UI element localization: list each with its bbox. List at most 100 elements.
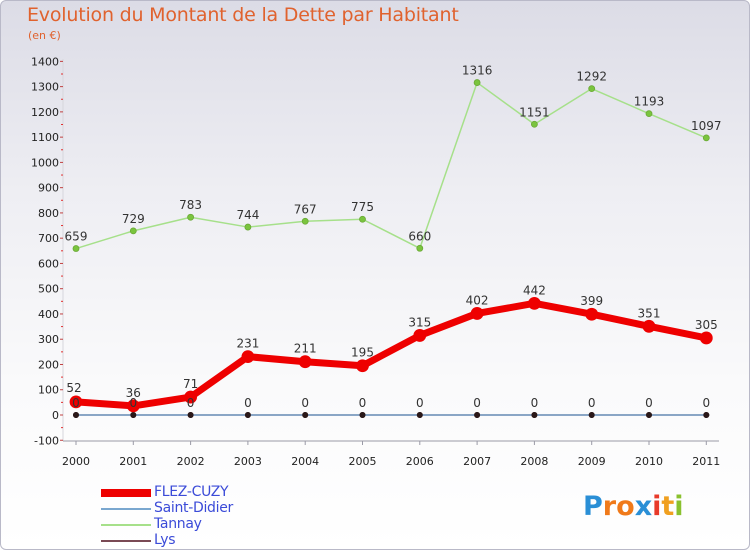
legend-swatch bbox=[101, 508, 151, 510]
y-tick-label: 300 bbox=[38, 333, 59, 346]
y-tick-label: 1200 bbox=[31, 106, 59, 119]
data-point-saint-didier bbox=[359, 411, 366, 418]
data-point-flez-cuzy bbox=[69, 395, 83, 409]
legend-label: FLEZ-CUZY bbox=[154, 484, 229, 500]
y-tick-label: 900 bbox=[38, 182, 59, 195]
data-label-flez-cuzy: 71 bbox=[183, 377, 198, 391]
data-label-flez-cuzy: 442 bbox=[523, 283, 546, 297]
brand-letter: x bbox=[634, 491, 653, 522]
data-label-saint-didier: 0 bbox=[645, 396, 653, 410]
brand-letter: i bbox=[674, 491, 684, 522]
data-label-tannay: 660 bbox=[408, 229, 431, 243]
data-point-flez-cuzy bbox=[184, 390, 198, 404]
tick-labels: -100010020030040050060070080090010001100… bbox=[31, 55, 720, 468]
y-tick-label: 800 bbox=[38, 207, 59, 220]
data-label-tannay: 1193 bbox=[634, 95, 665, 109]
data-label-tannay: 775 bbox=[351, 200, 374, 214]
data-label-flez-cuzy: 351 bbox=[638, 306, 661, 320]
x-tick-label: 2002 bbox=[177, 455, 205, 468]
data-label-saint-didier: 0 bbox=[187, 396, 195, 410]
data-label-saint-didier: 0 bbox=[531, 396, 539, 410]
x-tick-label: 2006 bbox=[406, 455, 434, 468]
data-label-flez-cuzy: 305 bbox=[695, 318, 718, 332]
legend-swatch bbox=[101, 489, 151, 497]
data-point-tannay bbox=[588, 85, 596, 93]
x-tick-label: 2011 bbox=[692, 455, 720, 468]
data-point-tannay bbox=[129, 227, 137, 235]
brand-letter: r bbox=[602, 491, 617, 522]
data-label-saint-didier: 0 bbox=[588, 396, 596, 410]
data-point-saint-didier bbox=[588, 411, 595, 418]
y-tick-label: 700 bbox=[38, 232, 59, 245]
data-point-tannay bbox=[645, 110, 653, 118]
data-point-flez-cuzy bbox=[470, 307, 484, 320]
data-point-saint-didier bbox=[73, 411, 80, 418]
series-lines bbox=[69, 79, 713, 418]
y-tick-label: 0 bbox=[52, 409, 59, 422]
brand-letter: t bbox=[661, 491, 675, 522]
data-point-flez-cuzy bbox=[241, 350, 255, 364]
legend-label: Lys bbox=[154, 532, 176, 548]
data-point-saint-didier bbox=[703, 411, 710, 418]
data-label-tannay: 783 bbox=[179, 198, 202, 212]
data-label-tannay: 659 bbox=[65, 230, 88, 244]
data-label-tannay: 1292 bbox=[576, 70, 607, 84]
data-label-tannay: 1316 bbox=[462, 64, 493, 78]
data-label-tannay: 1151 bbox=[519, 105, 550, 119]
data-point-saint-didier bbox=[646, 411, 653, 418]
y-tick-label: 1300 bbox=[31, 81, 59, 94]
data-point-tannay bbox=[301, 217, 309, 225]
data-point-flez-cuzy bbox=[699, 331, 713, 345]
data-point-flez-cuzy bbox=[642, 319, 656, 333]
data-point-saint-didier bbox=[244, 411, 251, 418]
x-tick-label: 2003 bbox=[234, 455, 262, 468]
data-point-tannay bbox=[473, 79, 481, 86]
y-tick-label: 200 bbox=[38, 358, 59, 371]
y-tick-label: 1400 bbox=[31, 55, 59, 68]
axes bbox=[60, 59, 719, 445]
y-tick-label: 500 bbox=[38, 283, 59, 296]
legend-label: Tannay bbox=[154, 516, 202, 532]
data-point-flez-cuzy bbox=[298, 355, 312, 369]
data-point-tannay bbox=[702, 134, 710, 142]
data-label-flez-cuzy: 315 bbox=[408, 315, 431, 329]
data-label-saint-didier: 0 bbox=[702, 396, 710, 410]
y-tick-label: 600 bbox=[38, 257, 59, 270]
data-label-tannay: 767 bbox=[294, 202, 317, 216]
y-tick-label: 400 bbox=[38, 308, 59, 321]
data-point-tannay bbox=[359, 215, 366, 223]
data-label-saint-didier: 0 bbox=[473, 396, 481, 410]
data-label-flez-cuzy: 211 bbox=[294, 342, 317, 356]
data-label-saint-didier: 0 bbox=[244, 396, 252, 410]
data-label-saint-didier: 0 bbox=[129, 396, 137, 410]
brand-letter: o bbox=[616, 491, 635, 522]
brand-letter: i bbox=[652, 491, 662, 522]
data-label-flez-cuzy: 399 bbox=[580, 294, 603, 308]
x-tick-label: 2007 bbox=[463, 455, 491, 468]
brand-logo: Proxiti bbox=[583, 491, 684, 522]
data-label-flez-cuzy: 195 bbox=[351, 346, 374, 360]
data-label-flez-cuzy: 36 bbox=[126, 386, 141, 400]
x-tick-label: 2010 bbox=[635, 455, 663, 468]
data-point-saint-didier bbox=[531, 411, 538, 418]
data-point-tannay bbox=[416, 244, 424, 252]
data-label-saint-didier: 0 bbox=[359, 396, 367, 410]
y-tick-label: 100 bbox=[38, 384, 59, 397]
x-tick-label: 2004 bbox=[291, 455, 319, 468]
data-point-flez-cuzy bbox=[413, 329, 427, 342]
data-point-tannay bbox=[72, 245, 80, 252]
legend-swatch bbox=[101, 524, 151, 526]
brand-letter: P bbox=[583, 491, 603, 522]
data-point-tannay bbox=[187, 213, 195, 221]
data-point-flez-cuzy bbox=[585, 307, 599, 321]
data-label-saint-didier: 0 bbox=[416, 396, 424, 410]
data-label-saint-didier: 0 bbox=[301, 396, 309, 410]
data-point-flez-cuzy bbox=[528, 296, 541, 310]
legend-swatch bbox=[101, 540, 151, 542]
data-point-tannay bbox=[531, 120, 538, 128]
chart-unit: (en €) bbox=[28, 29, 61, 42]
data-label-flez-cuzy: 231 bbox=[236, 337, 259, 351]
data-point-saint-didier bbox=[416, 411, 423, 418]
